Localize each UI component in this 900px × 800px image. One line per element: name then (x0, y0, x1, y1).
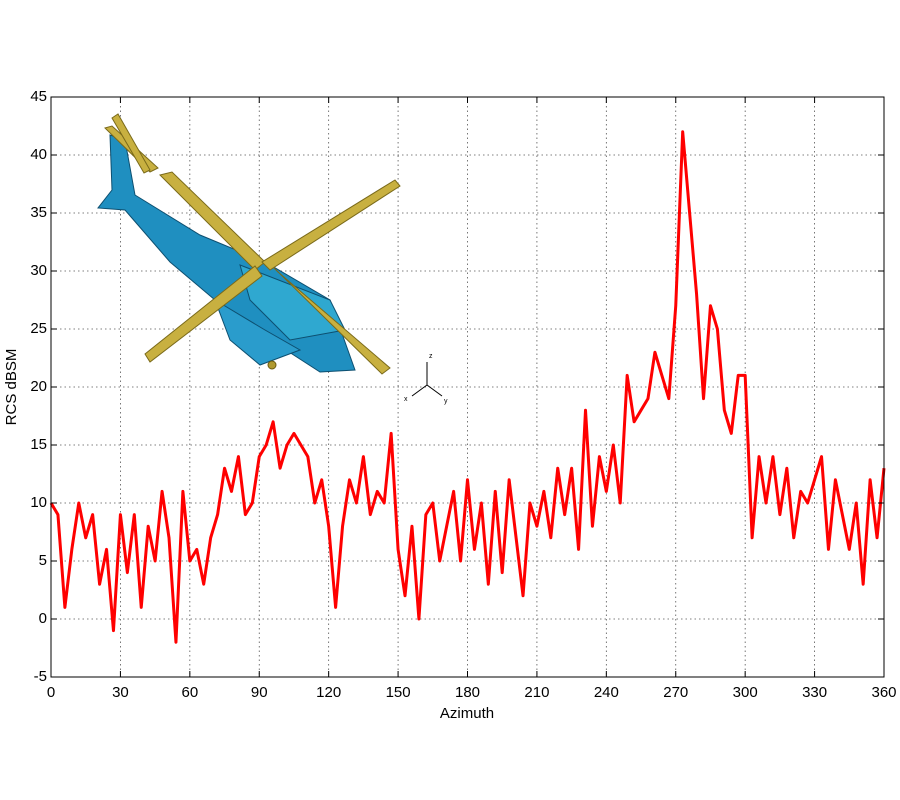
x-tick-label: 180 (455, 684, 480, 701)
y-tick-label: 25 (30, 320, 47, 337)
x-axis-label: Azimuth (440, 705, 494, 722)
data (49, 130, 886, 644)
y-tick-label: 10 (30, 494, 47, 511)
y-tick-label: 5 (39, 552, 47, 569)
x-tick-label: 270 (663, 684, 688, 701)
helicopter-illustration (97, 113, 401, 375)
x-tick-label: 150 (386, 684, 411, 701)
y-tick-label: 15 (30, 436, 47, 453)
y-tick-label: 45 (30, 88, 47, 105)
x-tick-label: 210 (524, 684, 549, 701)
y-tick-label: 35 (30, 204, 47, 221)
y-tick-label: 30 (30, 262, 47, 279)
inset-axis-label: z (429, 353, 433, 360)
inset-axis-label: x (404, 396, 408, 403)
inset-axis-label: y (444, 398, 448, 405)
x-tick-label: 30 (112, 684, 129, 701)
x-tick-label: 300 (733, 684, 758, 701)
y-tick-label: 40 (30, 146, 47, 163)
inset-axis (411, 384, 428, 397)
x-tick-label: 60 (181, 684, 198, 701)
x-tick-label: 360 (871, 684, 896, 701)
inset-axes: z x y (404, 353, 448, 405)
y-tick-label: 0 (39, 610, 47, 627)
data-line (49, 130, 886, 644)
x-tick-label: 330 (802, 684, 827, 701)
y-tick-label: 20 (30, 378, 47, 395)
x-tick-label: 120 (316, 684, 341, 701)
x-tick-label: 240 (594, 684, 619, 701)
inset-axis (426, 384, 443, 397)
x-tick-label: 0 (47, 684, 55, 701)
y-axis-label: RCS dBSM (3, 349, 20, 426)
y-tick-label: -5 (34, 668, 47, 685)
x-tick-label: 90 (251, 684, 268, 701)
